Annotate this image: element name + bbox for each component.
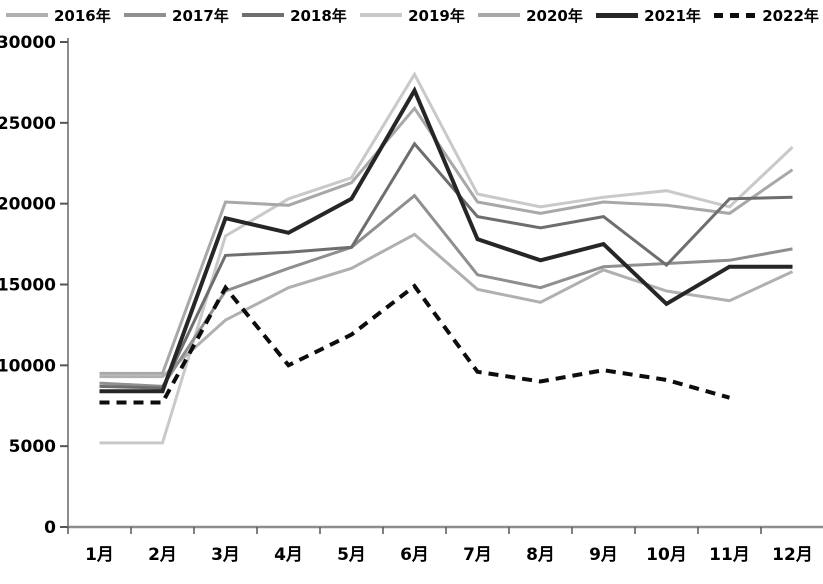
chart-legend: 2016年 2017年 2018年 2019年 2020年 2021年 2022年 — [6, 4, 819, 26]
legend-item-2019年: 2019年 — [360, 5, 465, 26]
legend-label: 2016年 — [54, 6, 111, 25]
legend-line-swatch — [360, 13, 403, 17]
y-axis-tick-label: 0 — [44, 518, 56, 538]
legend-item-2022年: 2022年 — [714, 5, 819, 26]
x-axis-tick-label: 11月 — [709, 545, 750, 565]
x-axis-tick-label: 1月 — [85, 545, 114, 565]
legend-label: 2022年 — [762, 6, 819, 25]
series-line-2016年 — [99, 232, 794, 379]
x-axis-tick-label: 3月 — [211, 545, 240, 565]
legend-label: 2018年 — [290, 6, 347, 25]
legend-item-2021年: 2021年 — [596, 5, 701, 26]
y-axis-tick-label: 20000 — [0, 195, 56, 215]
legend-label: 2021年 — [644, 6, 701, 25]
x-axis-tick-label: 7月 — [463, 545, 492, 565]
series-line-2022年 — [99, 283, 731, 405]
series-line-2021年 — [99, 86, 793, 394]
legend-label: 2019年 — [408, 6, 465, 25]
legend-line-swatch — [242, 13, 285, 17]
legend-item-2018年: 2018年 — [242, 5, 347, 26]
legend-line-swatch — [124, 13, 167, 17]
series-line-2018年 — [99, 141, 793, 390]
legend-item-2016年: 2016年 — [6, 5, 111, 26]
x-axis-tick-label: 2月 — [148, 545, 177, 565]
legend-label: 2017年 — [172, 6, 229, 25]
legend-item-2020年: 2020年 — [478, 5, 583, 26]
x-axis-tick-label: 4月 — [274, 545, 303, 565]
legend-line-swatch — [6, 13, 48, 17]
legend-line-swatch — [596, 12, 639, 18]
y-axis-tick-label: 5000 — [9, 437, 56, 457]
y-axis-tick-label: 25000 — [0, 114, 56, 134]
x-axis-tick-label: 10月 — [646, 545, 687, 565]
x-axis-tick-label: 6月 — [400, 545, 429, 565]
legend-line-swatch — [714, 12, 757, 18]
y-axis-tick-label: 30000 — [0, 33, 56, 53]
x-axis-tick-label: 5月 — [337, 545, 366, 565]
legend-item-2017年: 2017年 — [124, 5, 229, 26]
legend-line-swatch — [478, 13, 521, 17]
x-axis-tick-label: 8月 — [526, 545, 555, 565]
x-axis-tick-label: 12月 — [772, 545, 813, 565]
series-line-2019年 — [99, 71, 794, 445]
y-axis-tick-label: 15000 — [0, 276, 56, 296]
y-axis-tick-label: 10000 — [0, 356, 56, 376]
legend-label: 2020年 — [526, 6, 583, 25]
x-axis-tick-label: 9月 — [589, 545, 618, 565]
series-line-2020年 — [99, 105, 794, 375]
